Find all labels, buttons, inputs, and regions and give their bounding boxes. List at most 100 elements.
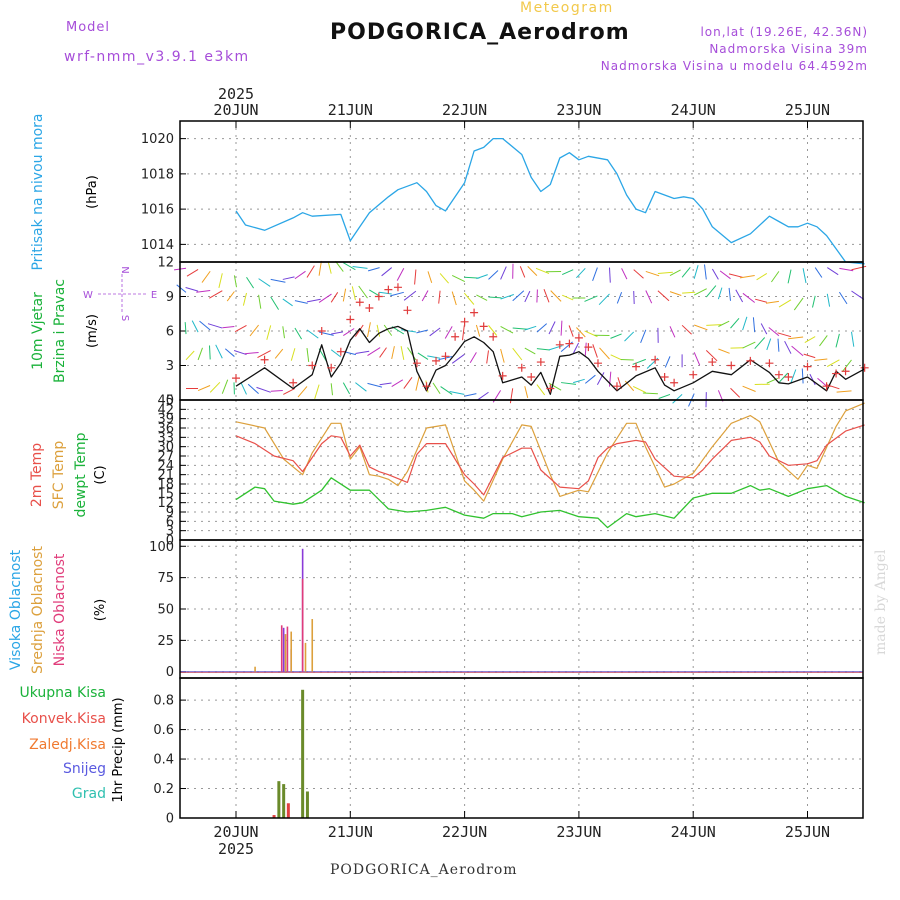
wind-vector xyxy=(367,382,383,388)
precip-bar-convective xyxy=(272,815,276,818)
wind-gust-marker xyxy=(479,322,488,331)
footer-station: PODGORICA_Aerodrom xyxy=(330,862,518,878)
wind-vector xyxy=(519,266,526,278)
wind-vector xyxy=(488,270,499,280)
model-label: Model xyxy=(66,20,111,35)
wind-gust-marker xyxy=(765,359,774,368)
wind-vector xyxy=(476,274,488,280)
cloud-bar-srednja xyxy=(284,634,287,672)
wind-vector xyxy=(242,292,247,306)
cloud-high-label: Visoka Oblacnost xyxy=(8,549,24,670)
wind-vector xyxy=(755,298,767,303)
panel-frame-4 xyxy=(179,677,864,819)
wind-vector-field xyxy=(174,260,867,408)
wind-vector xyxy=(274,348,284,359)
precip-bar-convective xyxy=(286,803,290,818)
wind-gust-marker xyxy=(384,285,393,294)
wind-vector xyxy=(718,320,730,327)
wind-gust-marker xyxy=(822,382,831,391)
wind-vector xyxy=(584,295,598,302)
wind-vector xyxy=(327,261,332,274)
wind-gust-marker xyxy=(317,327,326,335)
wind-vector xyxy=(330,292,339,303)
wind-vector xyxy=(197,385,211,392)
wind-vector xyxy=(827,267,839,276)
panel-bg-2 xyxy=(180,400,863,540)
wind-gust-marker xyxy=(470,308,479,317)
wind-vector xyxy=(561,382,577,385)
wind-title-line2: Brzina i Pravac xyxy=(52,279,68,383)
wind-vector xyxy=(247,383,259,395)
precip-legend-2: Zaledj.Kisa xyxy=(29,737,106,753)
station-coords: lon,lat (19.26E, 42.36N) xyxy=(700,25,868,39)
wind-vector xyxy=(294,327,303,340)
wind-vector xyxy=(432,382,441,395)
wind-gust-marker xyxy=(412,359,421,368)
wind-vector xyxy=(548,382,562,391)
wind-vector xyxy=(609,267,611,283)
cloud-mid-label: Srednja Oblacnost xyxy=(30,546,46,674)
wind-vector xyxy=(524,290,531,303)
ytick-label-4-3: 0.6 xyxy=(153,723,174,738)
cloud-bar-visoka xyxy=(282,627,285,672)
wind-gust-marker xyxy=(432,356,441,365)
station-title: PODGORICA_Aerodrom xyxy=(330,20,630,45)
wind-vector xyxy=(421,290,429,302)
model-elevation: Nadmorska Visina u modelu 64.4592m xyxy=(600,59,868,73)
wind-vector xyxy=(258,278,271,287)
wind-vector xyxy=(576,267,586,279)
wind-gust-marker xyxy=(308,361,317,370)
wind-vector xyxy=(841,359,852,373)
wind-gust-marker xyxy=(803,362,812,371)
wind-vector xyxy=(693,288,707,296)
wind-vector xyxy=(742,341,756,349)
cloud-bar-niska xyxy=(280,625,283,672)
wind-title-line1: 10m Vjetar xyxy=(30,292,46,370)
wind-vector xyxy=(185,287,199,292)
ytick-label-2-15: 45 xyxy=(157,394,174,409)
wind-vector xyxy=(742,292,756,303)
xlabel-top-4: 24JUN xyxy=(671,101,716,119)
xlabel-bottom-5: 25JUN xyxy=(785,823,830,841)
ytick-label-2-8: 24 xyxy=(157,459,174,474)
ytick-label-3-4: 100 xyxy=(149,540,174,555)
wind-vector xyxy=(778,299,792,308)
wind-vector xyxy=(657,290,670,302)
wind-vector xyxy=(693,265,699,279)
wind-vector xyxy=(778,372,789,383)
wind-gust-marker xyxy=(451,332,460,341)
wind-vector xyxy=(681,266,691,278)
wind-gust-marker xyxy=(498,371,507,380)
wind-vector xyxy=(199,320,211,331)
wind-vector xyxy=(343,328,355,336)
wind-vector xyxy=(561,269,574,276)
wind-vector xyxy=(318,260,322,276)
wind-vector xyxy=(669,291,682,296)
cloud-bar-srednja xyxy=(304,642,307,672)
compass-cross xyxy=(98,274,146,314)
wind-vector xyxy=(282,298,293,307)
wind-vector xyxy=(306,298,321,303)
wind-vector xyxy=(258,294,262,309)
wind-vector xyxy=(440,386,453,395)
wind-gust-marker xyxy=(670,378,679,387)
wind-vector xyxy=(777,338,780,352)
wind-vector xyxy=(297,386,308,398)
ytick-label-0-3: 1020 xyxy=(141,132,174,147)
ytick-label-0-1: 1016 xyxy=(141,203,174,218)
wind-vector xyxy=(576,327,586,338)
wind-vector xyxy=(342,382,351,395)
xlabel-top-0: 20JUN xyxy=(213,101,258,119)
temp-2m-label: 2m Temp xyxy=(29,443,45,507)
wind-vector xyxy=(562,294,574,301)
cloud-bar-niska xyxy=(301,578,304,672)
wind-gust-marker xyxy=(441,352,450,361)
ytick-label-4-4: 0.8 xyxy=(153,694,174,709)
wind-vector xyxy=(658,393,671,399)
wind-vector xyxy=(381,267,393,277)
ytick-label-3-3: 75 xyxy=(157,571,174,586)
wind-vector xyxy=(742,316,748,331)
wind-vector xyxy=(524,347,536,355)
wind-vector xyxy=(838,291,848,305)
